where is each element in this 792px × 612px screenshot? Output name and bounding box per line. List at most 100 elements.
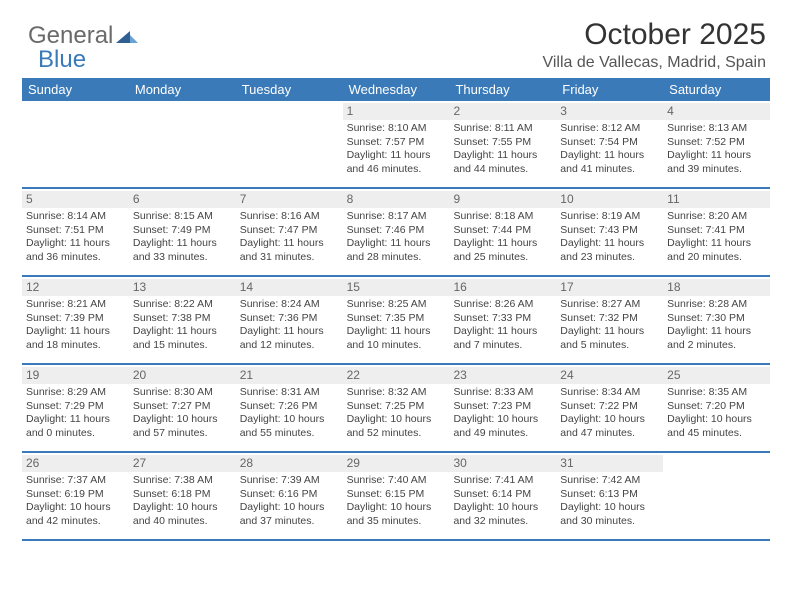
calendar-day-cell: 30Sunrise: 7:41 AMSunset: 6:14 PMDayligh… (449, 453, 556, 539)
daylight-text: and 10 minutes. (347, 339, 446, 352)
sunrise-text: Sunrise: 8:17 AM (347, 210, 446, 223)
sunset-text: Sunset: 7:43 PM (560, 224, 659, 237)
daylight-text: and 20 minutes. (667, 251, 766, 264)
daylight-text: and 31 minutes. (240, 251, 339, 264)
calendar-day-cell: 18Sunrise: 8:28 AMSunset: 7:30 PMDayligh… (663, 277, 770, 363)
daylight-text: Daylight: 11 hours (453, 237, 552, 250)
day-number: 17 (556, 279, 663, 296)
daylight-text: Daylight: 10 hours (347, 501, 446, 514)
sunset-text: Sunset: 7:41 PM (667, 224, 766, 237)
daylight-text: and 30 minutes. (560, 515, 659, 528)
daylight-text: Daylight: 10 hours (453, 501, 552, 514)
calendar-day-cell: 19Sunrise: 8:29 AMSunset: 7:29 PMDayligh… (22, 365, 129, 451)
day-number: 2 (449, 103, 556, 120)
calendar-day-cell (22, 101, 129, 187)
sunrise-text: Sunrise: 7:40 AM (347, 474, 446, 487)
sunset-text: Sunset: 7:44 PM (453, 224, 552, 237)
sunset-text: Sunset: 7:38 PM (133, 312, 232, 325)
sunrise-text: Sunrise: 8:16 AM (240, 210, 339, 223)
day-number: 29 (343, 455, 450, 472)
day-number: 6 (129, 191, 236, 208)
daylight-text: and 57 minutes. (133, 427, 232, 440)
calendar-day-cell: 8Sunrise: 8:17 AMSunset: 7:46 PMDaylight… (343, 189, 450, 275)
daylight-text: Daylight: 11 hours (26, 413, 125, 426)
calendar-day-cell: 12Sunrise: 8:21 AMSunset: 7:39 PMDayligh… (22, 277, 129, 363)
sunrise-text: Sunrise: 8:20 AM (667, 210, 766, 223)
weekday-header: Monday (129, 78, 236, 101)
day-number: 1 (343, 103, 450, 120)
calendar-day-cell: 16Sunrise: 8:26 AMSunset: 7:33 PMDayligh… (449, 277, 556, 363)
daylight-text: and 39 minutes. (667, 163, 766, 176)
sunset-text: Sunset: 7:39 PM (26, 312, 125, 325)
daylight-text: and 18 minutes. (26, 339, 125, 352)
day-number: 8 (343, 191, 450, 208)
day-number: 26 (22, 455, 129, 472)
daylight-text: Daylight: 11 hours (560, 325, 659, 338)
calendar-day-cell: 29Sunrise: 7:40 AMSunset: 6:15 PMDayligh… (343, 453, 450, 539)
calendar-day-cell: 27Sunrise: 7:38 AMSunset: 6:18 PMDayligh… (129, 453, 236, 539)
day-number: 27 (129, 455, 236, 472)
sunset-text: Sunset: 6:19 PM (26, 488, 125, 501)
sunrise-text: Sunrise: 8:21 AM (26, 298, 125, 311)
daylight-text: Daylight: 10 hours (133, 413, 232, 426)
day-number: 22 (343, 367, 450, 384)
calendar-day-cell: 6Sunrise: 8:15 AMSunset: 7:49 PMDaylight… (129, 189, 236, 275)
day-number: 20 (129, 367, 236, 384)
daylight-text: Daylight: 11 hours (347, 325, 446, 338)
sunset-text: Sunset: 7:25 PM (347, 400, 446, 413)
day-number: 30 (449, 455, 556, 472)
sunset-text: Sunset: 6:14 PM (453, 488, 552, 501)
calendar-day-cell: 3Sunrise: 8:12 AMSunset: 7:54 PMDaylight… (556, 101, 663, 187)
daylight-text: Daylight: 11 hours (133, 325, 232, 338)
sunset-text: Sunset: 7:55 PM (453, 136, 552, 149)
calendar-day-cell: 13Sunrise: 8:22 AMSunset: 7:38 PMDayligh… (129, 277, 236, 363)
calendar-day-cell: 15Sunrise: 8:25 AMSunset: 7:35 PMDayligh… (343, 277, 450, 363)
sunset-text: Sunset: 7:33 PM (453, 312, 552, 325)
daylight-text: and 35 minutes. (347, 515, 446, 528)
sunrise-text: Sunrise: 8:11 AM (453, 122, 552, 135)
daylight-text: Daylight: 11 hours (26, 237, 125, 250)
day-number: 18 (663, 279, 770, 296)
daylight-text: and 28 minutes. (347, 251, 446, 264)
calendar-day-cell: 7Sunrise: 8:16 AMSunset: 7:47 PMDaylight… (236, 189, 343, 275)
daylight-text: Daylight: 11 hours (560, 237, 659, 250)
calendar-day-cell: 10Sunrise: 8:19 AMSunset: 7:43 PMDayligh… (556, 189, 663, 275)
sunset-text: Sunset: 7:57 PM (347, 136, 446, 149)
sunrise-text: Sunrise: 8:31 AM (240, 386, 339, 399)
day-number: 5 (22, 191, 129, 208)
logo-blue: Blue (38, 46, 86, 74)
daylight-text: Daylight: 11 hours (347, 149, 446, 162)
sunrise-text: Sunrise: 8:34 AM (560, 386, 659, 399)
calendar-day-cell: 23Sunrise: 8:33 AMSunset: 7:23 PMDayligh… (449, 365, 556, 451)
day-number: 23 (449, 367, 556, 384)
daylight-text: and 47 minutes. (560, 427, 659, 440)
daylight-text: Daylight: 10 hours (560, 413, 659, 426)
weekday-header: Friday (556, 78, 663, 101)
day-number: 13 (129, 279, 236, 296)
sunset-text: Sunset: 7:46 PM (347, 224, 446, 237)
day-number: 11 (663, 191, 770, 208)
sunrise-text: Sunrise: 8:24 AM (240, 298, 339, 311)
day-number: 9 (449, 191, 556, 208)
daylight-text: and 25 minutes. (453, 251, 552, 264)
weekday-header: Thursday (449, 78, 556, 101)
sunrise-text: Sunrise: 7:42 AM (560, 474, 659, 487)
sunrise-text: Sunrise: 7:38 AM (133, 474, 232, 487)
daylight-text: Daylight: 11 hours (667, 237, 766, 250)
sunset-text: Sunset: 7:29 PM (26, 400, 125, 413)
daylight-text: Daylight: 11 hours (560, 149, 659, 162)
sunrise-text: Sunrise: 7:39 AM (240, 474, 339, 487)
sunset-text: Sunset: 7:35 PM (347, 312, 446, 325)
calendar-day-cell: 22Sunrise: 8:32 AMSunset: 7:25 PMDayligh… (343, 365, 450, 451)
daylight-text: Daylight: 10 hours (133, 501, 232, 514)
calendar-day-cell: 20Sunrise: 8:30 AMSunset: 7:27 PMDayligh… (129, 365, 236, 451)
calendar-week-row: 19Sunrise: 8:29 AMSunset: 7:29 PMDayligh… (22, 365, 770, 453)
daylight-text: and 0 minutes. (26, 427, 125, 440)
daylight-text: Daylight: 10 hours (240, 413, 339, 426)
sunrise-text: Sunrise: 8:10 AM (347, 122, 446, 135)
calendar-day-cell: 28Sunrise: 7:39 AMSunset: 6:16 PMDayligh… (236, 453, 343, 539)
daylight-text: and 15 minutes. (133, 339, 232, 352)
sunrise-text: Sunrise: 8:18 AM (453, 210, 552, 223)
daylight-text: and 41 minutes. (560, 163, 659, 176)
daylight-text: and 5 minutes. (560, 339, 659, 352)
